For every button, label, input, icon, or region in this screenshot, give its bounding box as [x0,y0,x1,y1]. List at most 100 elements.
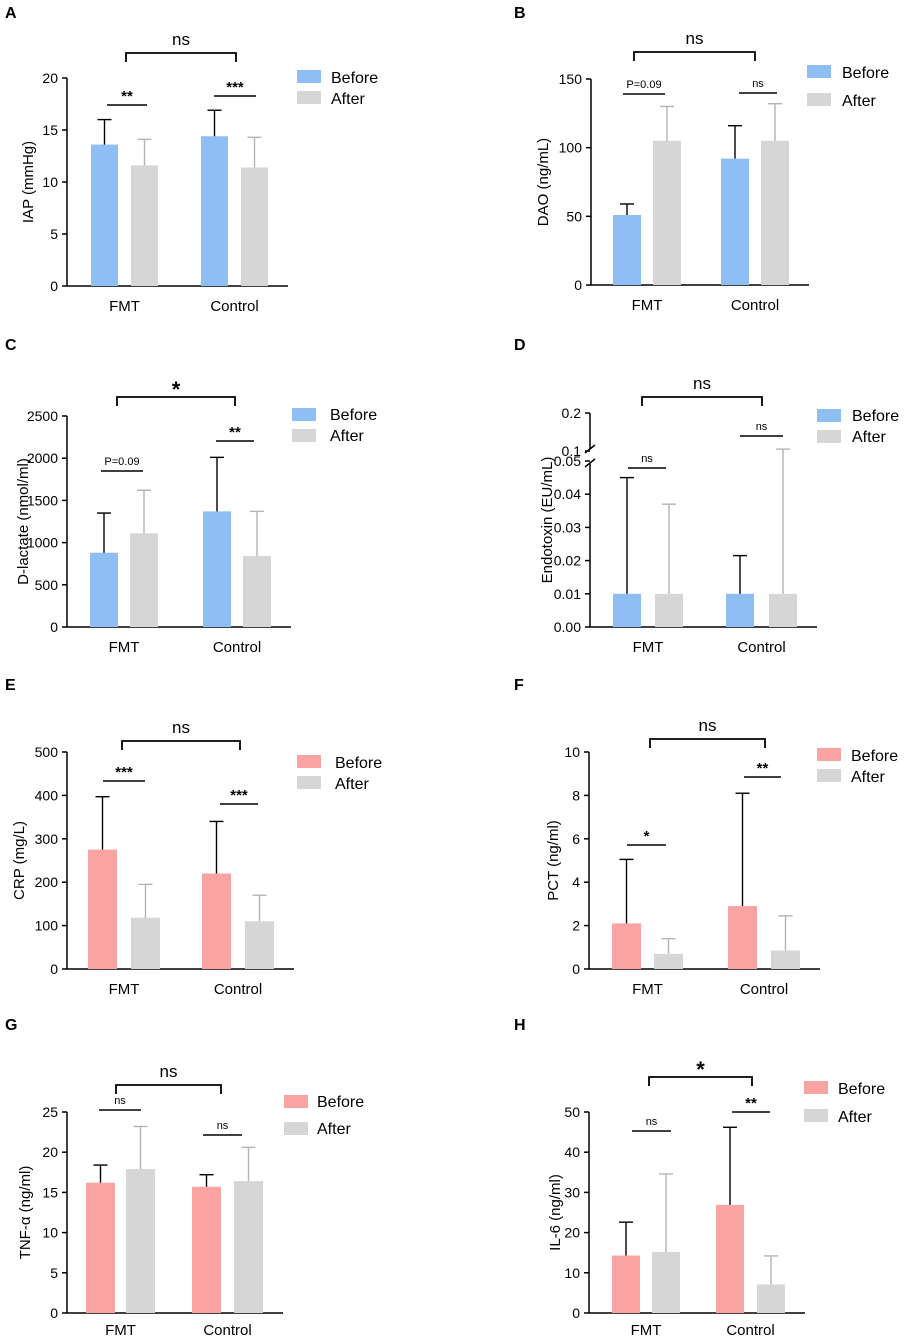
significance-bracket-between [121,740,241,750]
panel-letter: H [514,1017,526,1034]
y-tick-label: 10 [42,1225,58,1241]
y-axis-title: D-lactate (nmol/ml) [15,458,32,585]
legend-swatch-after [807,93,831,106]
panel-letter: D [514,337,526,354]
y-tick-label: 0.05 [554,453,581,469]
legend-label-after: After [331,91,365,108]
significance-bracket-between [633,51,756,61]
significance-label-between: ns [693,374,711,393]
significance-label-between: ns [686,29,704,48]
bar-after-control [761,140,789,285]
x-category-label: Control [740,981,788,998]
bar-before-fmt [91,144,118,286]
y-axis-title: DAO (ng/mL) [535,138,552,226]
y-tick-label: 50 [564,1104,580,1120]
x-category-label: Control [214,981,262,998]
legend-swatch-after [297,776,321,789]
x-category-label: FMT [633,639,664,656]
y-tick-label: 300 [35,831,59,847]
bar-after-control [769,593,797,627]
y-tick-label: 10 [564,1265,580,1281]
legend-label-before: Before [852,408,899,425]
y-tick-label: 10 [564,744,580,760]
y-tick-label: 20 [42,1144,58,1160]
bar-before-control [721,158,749,285]
significance-label-within: ns [752,78,764,90]
x-category-label: Control [203,1322,251,1339]
significance-label-within: ns [756,421,768,433]
bar-after-fmt [130,533,158,627]
legend-swatch-before [817,409,841,422]
bar-before-control [203,511,231,627]
x-category-label: FMT [632,297,663,314]
bar-after-control [757,1284,785,1313]
bar-after-control [771,950,800,969]
bar-after-fmt [654,953,683,969]
significance-label-within: ns [646,1116,658,1128]
bar-after-control [234,1181,263,1313]
legend-label-before: Before [335,755,382,772]
legend-label-after: After [852,429,886,446]
x-category-label: Control [731,297,779,314]
y-tick-label: 0 [50,1305,58,1321]
y-tick-label: 40 [564,1144,580,1160]
bar-before-fmt [86,1182,115,1313]
x-category-label: Control [737,639,785,656]
legend-label-before: Before [842,65,889,82]
y-tick-label: 500 [35,744,59,760]
significance-label-within: *** [226,79,244,96]
significance-bracket-between [116,396,236,406]
legend-swatch-before [297,70,321,83]
significance-label-within: ns [641,453,653,465]
legend-swatch-after [284,1122,308,1135]
y-tick-label: 50 [566,208,582,224]
y-tick-label: 5 [50,1265,58,1281]
y-tick-label: 0.1 [562,443,582,459]
x-category-label: Control [213,639,261,656]
significance-label-within: ns [217,1120,229,1132]
bar-before-control [201,136,228,286]
x-category-label: Control [726,1322,774,1339]
y-tick-label: 20 [42,70,58,86]
significance-bracket-between [115,1084,222,1094]
y-tick-label: 8 [572,787,580,803]
legend-swatch-before [817,748,841,761]
bar-after-control [245,921,274,969]
significance-bracket-between [125,52,237,62]
significance-label-between: ns [160,1062,178,1081]
y-tick-label: 1500 [27,492,58,508]
panel-letter: A [5,5,17,22]
legend-label-before: Before [851,748,898,765]
bar-after-fmt [652,1251,680,1313]
bar-before-fmt [613,214,641,285]
legend-swatch-after [817,769,841,782]
panel-letter: E [5,677,16,694]
legend-swatch-after [804,1109,828,1122]
legend-label-after: After [851,769,885,786]
y-tick-label: 1000 [27,535,58,551]
bar-after-fmt [653,140,681,285]
x-category-label: FMT [109,639,140,656]
axis-break-mark [584,458,596,468]
y-tick-label: 0.01 [554,586,581,602]
y-tick-label: 5 [50,226,58,242]
legend-swatch-before [807,65,831,78]
legend-swatch-before [297,755,321,768]
y-axis-title: Endotoxin (EU/mL) [539,457,556,584]
y-axis-title: CRP (mg/L) [11,821,28,900]
y-tick-label: 0 [50,619,58,635]
y-tick-label: 20 [564,1225,580,1241]
legend-swatch-after [297,91,321,104]
bar-before-control [202,873,231,969]
significance-label-within: ns [114,1095,126,1107]
legend-swatch-before [292,408,316,421]
bar-after-fmt [131,917,160,969]
legend-label-after: After [842,93,876,110]
legend-swatch-before [284,1095,308,1108]
y-tick-label: 6 [572,831,580,847]
significance-label-within: ** [745,1095,757,1112]
